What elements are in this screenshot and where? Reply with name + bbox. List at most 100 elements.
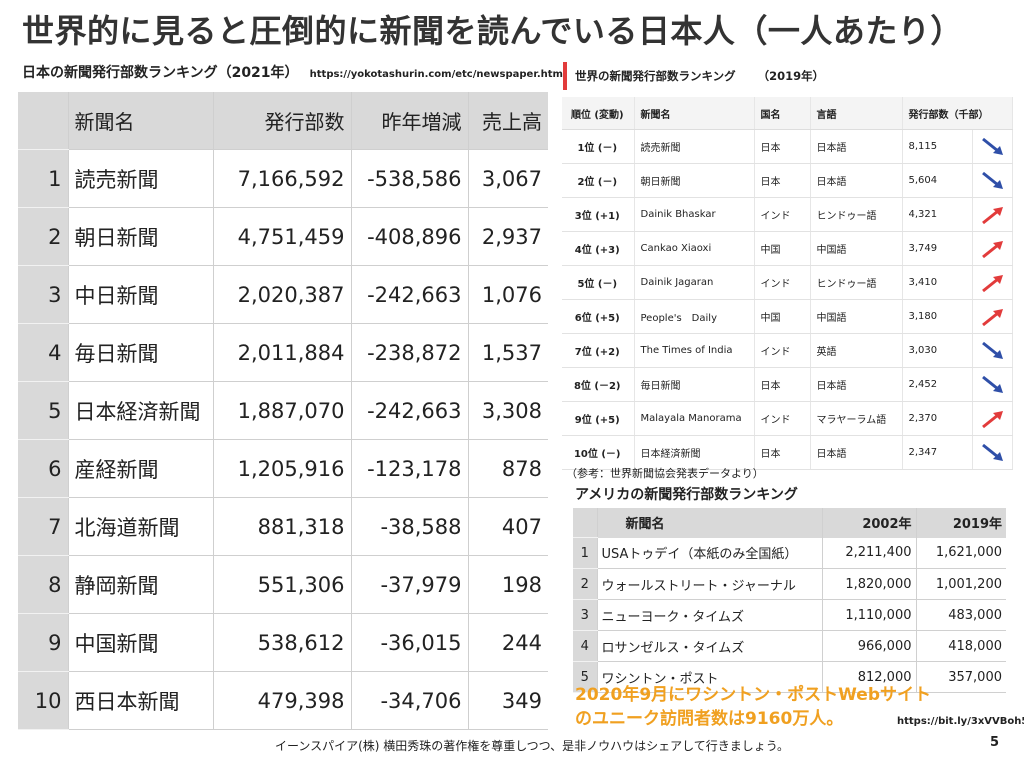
table-row: 10 西日本新聞 479,398 -34,706 349 (18, 671, 548, 730)
column-header: 売上高 (467, 92, 548, 150)
rank-cell: 3位 (+1) (562, 197, 635, 232)
change-cell: -36,015 (350, 613, 468, 672)
trend-cell (972, 299, 1013, 334)
trend-cell (972, 435, 1013, 470)
table-row: 6位 (+5) People's Daily 中国 中国語 3,180 (562, 299, 1013, 334)
world-heading-year: （2019年） (757, 69, 825, 83)
page-number: 5 (990, 735, 1000, 750)
newspaper-name-cell: ウォールストリート・ジャーナル (596, 568, 822, 600)
world-source-note: （参考：世界新聞協会発表データより） (566, 467, 764, 480)
country-cell: 中国 (754, 231, 811, 266)
rank-cell: 1位 (－) (562, 129, 635, 164)
newspaper-name-cell: Dainik Jagaran (634, 265, 755, 300)
world-ranking-heading: 世界の新聞発行部数ランキング （2019年） (563, 62, 1013, 90)
japan-ranking-table: 新聞名 発行部数 昨年増減 売上高 1 読売新聞 7,166,592 -538,586… (18, 92, 548, 730)
table-row: 3 中日新聞 2,020,387 -242,663 1,076 (18, 265, 548, 324)
trend-up-arrow-icon (981, 274, 1003, 292)
change-cell: -242,663 (350, 265, 468, 324)
circulation-cell: 2,347 (902, 435, 973, 470)
trend-cell (972, 401, 1013, 436)
footer-text: イーンスパイア(株) 横田秀珠の著作権を尊重しつつ、是非ノウハウはシェアして行き… (274, 739, 790, 753)
circulation-cell: 2,020,387 (212, 265, 351, 324)
table-row: 7 北海道新聞 881,318 -38,588 407 (18, 497, 548, 556)
change-cell: -242,663 (350, 381, 468, 440)
sales-cell: 1,537 (467, 323, 548, 382)
circulation-2002-cell: 1,820,000 (821, 568, 916, 600)
language-cell: 日本語 (810, 435, 903, 470)
rank-cell: 6 (18, 439, 68, 498)
newspaper-name-cell: 日本経済新聞 (634, 435, 755, 470)
circulation-cell: 3,030 (902, 333, 973, 368)
circulation-cell: 2,452 (902, 367, 973, 402)
newspaper-name-cell: 毎日新聞 (67, 323, 213, 382)
trend-cell (972, 333, 1013, 368)
column-header: 2019年 (915, 508, 1006, 538)
trend-down-arrow-icon (981, 443, 1003, 461)
circulation-cell: 2,011,884 (212, 323, 351, 382)
sales-cell: 2,937 (467, 207, 548, 266)
table-header-row: 新聞名 発行部数 昨年増減 売上高 (18, 92, 548, 150)
newspaper-name-cell: 中日新聞 (67, 265, 213, 324)
circulation-cell: 3,749 (902, 231, 973, 266)
callout-line-2: のユニーク訪問者数は9160万人。 (575, 709, 844, 729)
table-row: 6 産経新聞 1,205,916 -123,178 878 (18, 439, 548, 498)
circulation-cell: 1,887,070 (212, 381, 351, 440)
newspaper-name-cell: 静岡新聞 (67, 555, 213, 614)
rank-cell: 2位 (－) (562, 163, 635, 198)
column-header: 言語 (810, 97, 903, 130)
rank-cell: 9 (18, 613, 68, 672)
rank-cell: 3 (18, 265, 68, 324)
column-header: 新聞名 (596, 508, 822, 538)
trend-cell (972, 129, 1013, 164)
trend-down-arrow-icon (981, 375, 1003, 393)
newspaper-name-cell: The Times of India (634, 333, 755, 368)
country-cell: 日本 (754, 163, 811, 198)
table-row: 1 読売新聞 7,166,592 -538,586 3,067 (18, 149, 548, 208)
newspaper-name-cell: Cankao Xiaoxi (634, 231, 755, 266)
column-header: 発行部数（千部） (902, 97, 1013, 130)
rank-cell: 1 (18, 149, 68, 208)
rank-cell: 6位 (+5) (562, 299, 635, 334)
newspaper-name-cell: 朝日新聞 (634, 163, 755, 198)
country-cell: インド (754, 333, 811, 368)
rank-cell: 7 (18, 497, 68, 556)
newspaper-name-cell: ニューヨーク・タイムズ (596, 599, 822, 631)
circulation-2002-cell: 1,110,000 (821, 599, 916, 631)
trend-cell (972, 265, 1013, 300)
circulation-2002-cell: 812,000 (821, 661, 916, 693)
table-row: 2 朝日新聞 4,751,459 -408,896 2,937 (18, 207, 548, 266)
circulation-2019-cell: 357,000 (915, 661, 1006, 693)
newspaper-name-cell: People's Daily (634, 299, 755, 334)
rank-cell: 10位 (－) (562, 435, 635, 470)
change-cell: -538,586 (350, 149, 468, 208)
rank-cell: 5 (573, 661, 597, 693)
japan-ranking-heading: 日本の新聞発行部数ランキング（2021年） https://yokotashur… (22, 62, 566, 84)
country-cell: 日本 (754, 367, 811, 402)
rank-cell: 2 (18, 207, 68, 266)
newspaper-name-cell: Malayala Manorama (634, 401, 755, 436)
us-ranking-heading: アメリカの新聞発行部数ランキング (575, 487, 798, 503)
table-row: 1 USAトゥデイ（本紙のみ全国紙） 2,211,400 1,621,000 (573, 537, 1006, 569)
sales-cell: 878 (467, 439, 548, 498)
newspaper-name-cell: ロサンゼルス・タイムズ (596, 630, 822, 662)
trend-up-arrow-icon (981, 410, 1003, 428)
page-title: 世界的に見ると圧倒的に新聞を読んでいる日本人（一人あたり） (22, 12, 963, 50)
newspaper-name-cell: 北海道新聞 (67, 497, 213, 556)
table-row: 9位 (+5) Malayala Manorama インド マラヤーラム語 2,370 (562, 401, 1013, 436)
change-cell: -123,178 (350, 439, 468, 498)
table-row: 7位 (+2) The Times of India インド 英語 3,030 (562, 333, 1013, 368)
callout-line-1: 2020年9月にワシントン・ポストWebサイト (575, 685, 931, 705)
callout-source-url[interactable]: https://bit.ly/3xVVBoh5 (897, 716, 1024, 727)
world-heading-text: 世界の新聞発行部数ランキング (575, 69, 736, 83)
column-header: 国名 (754, 97, 811, 130)
sales-cell: 198 (467, 555, 548, 614)
newspaper-name-cell: 中国新聞 (67, 613, 213, 672)
circulation-cell: 3,180 (902, 299, 973, 334)
japan-source-url[interactable]: https://yokotashurin.com/etc/newspaper.h… (309, 69, 567, 80)
circulation-cell: 8,115 (902, 129, 973, 164)
trend-up-arrow-icon (981, 206, 1003, 224)
change-cell: -34,706 (350, 671, 468, 730)
newspaper-name-cell: 産経新聞 (67, 439, 213, 498)
newspaper-name-cell: 朝日新聞 (67, 207, 213, 266)
table-row: 2位 (－) 朝日新聞 日本 日本語 5,604 (562, 163, 1013, 198)
